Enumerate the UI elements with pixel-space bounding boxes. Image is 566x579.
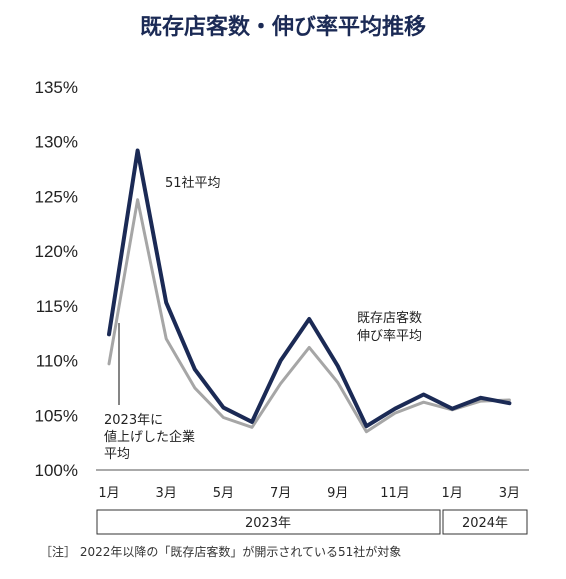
x-tick-label: 1月 xyxy=(98,486,119,501)
callout-text-2: 値上げした企業 xyxy=(104,429,195,445)
y-tick-label: 125% xyxy=(35,187,78,206)
y-tick-label: 105% xyxy=(35,406,78,425)
callout-text-3: 平均 xyxy=(104,447,130,462)
x-tick-label: 5月 xyxy=(213,486,234,501)
y-tick-label: 135% xyxy=(35,78,78,97)
y-tick-label: 130% xyxy=(35,133,78,152)
year-label-2023: 2023年 xyxy=(245,516,291,531)
y-tick-label: 100% xyxy=(35,461,78,480)
series-line-51-average xyxy=(107,148,512,429)
callout-group: 2023年に 値上げした企業 平均 xyxy=(104,323,195,462)
x-tick-label: 1月 xyxy=(442,486,463,501)
x-axis: 1月 3月 5月 7月 9月 11月 1月 3月 xyxy=(98,486,520,501)
series-group xyxy=(107,148,512,434)
year-labels: 2023年 2024年 xyxy=(96,509,528,535)
footnote: ［注］ 2022年以降の「既存店客数」が開示されている51社が対象 xyxy=(40,544,401,559)
year-label-2024: 2024年 xyxy=(462,516,508,531)
y-tick-label: 115% xyxy=(36,297,78,316)
callout-text-1: 2023年に xyxy=(104,413,163,428)
x-tick-label: 11月 xyxy=(380,486,410,501)
year-box-2023 xyxy=(96,509,441,535)
y-tick-label: 110% xyxy=(36,352,78,371)
y-axis: 100% 105% 110% 115% 120% 125% 130% 135% xyxy=(35,78,529,480)
x-tick-label: 3月 xyxy=(499,486,520,501)
x-tick-label: 9月 xyxy=(327,486,348,501)
chart-title: 既存店客数・伸び率平均推移 xyxy=(140,14,426,40)
series-label-secondary-2: 伸び率平均 xyxy=(357,328,422,344)
series-label-main: 51社平均 xyxy=(165,175,221,191)
y-tick-label: 120% xyxy=(35,242,78,261)
x-tick-label: 3月 xyxy=(156,486,177,501)
year-box-2024 xyxy=(442,509,528,535)
series-label-secondary-1: 既存店客数 xyxy=(357,310,422,326)
series-line-secondary xyxy=(107,198,511,434)
x-tick-label: 7月 xyxy=(270,486,291,501)
